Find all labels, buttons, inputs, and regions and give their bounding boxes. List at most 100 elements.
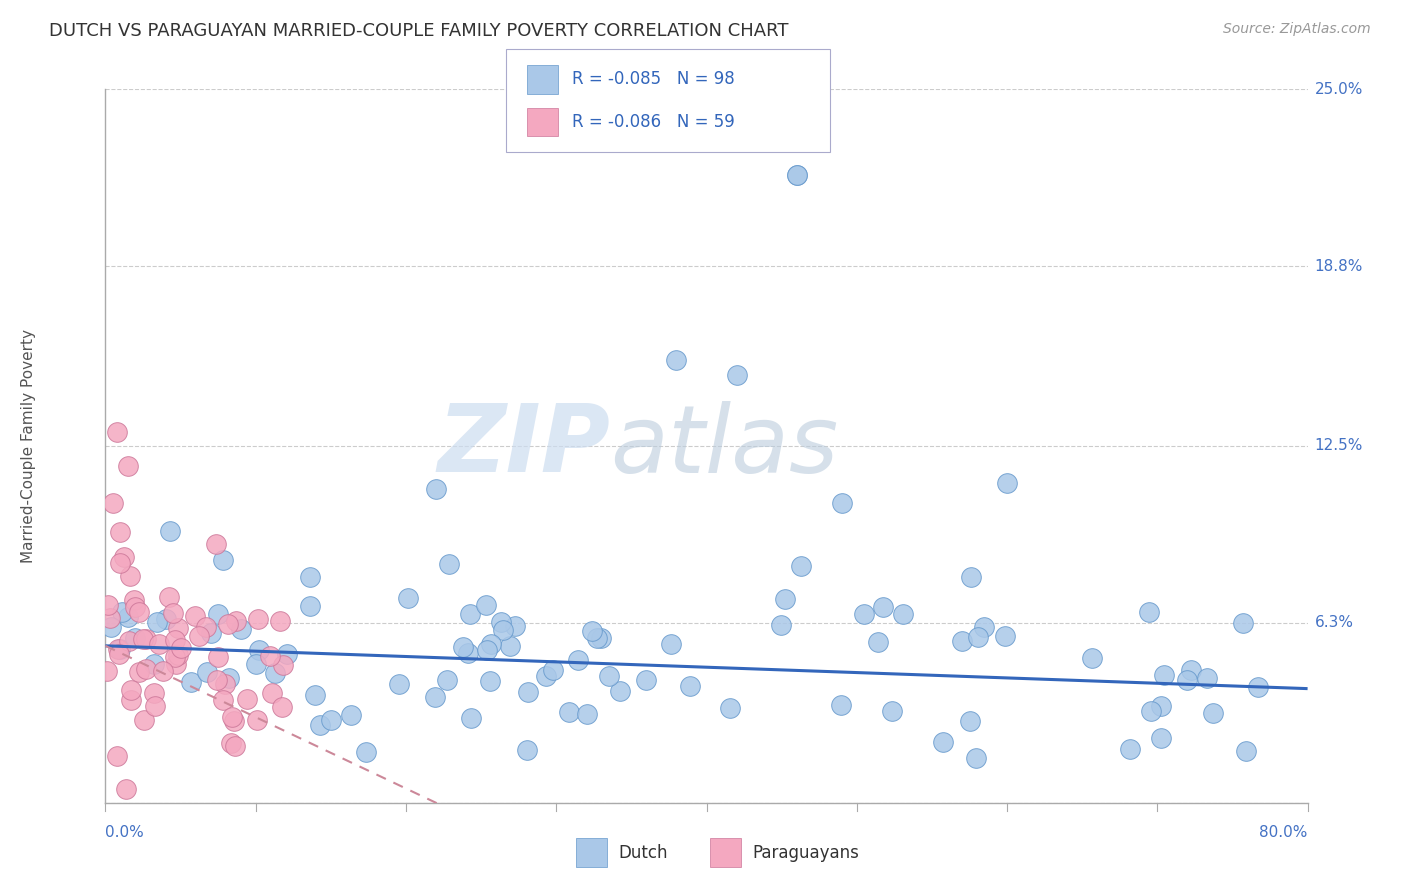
Text: 0.0%: 0.0% [105, 825, 145, 840]
Point [1153, 667, 1175, 681]
Point [170, 641, 193, 656]
Point [1202, 706, 1225, 720]
Point [321, 713, 343, 727]
Point [120, 683, 142, 698]
Point [516, 685, 538, 699]
Point [354, 745, 377, 759]
Text: Paraguayans: Paraguayans [752, 844, 859, 862]
Point [214, 677, 236, 691]
Point [132, 713, 155, 727]
Point [967, 630, 990, 644]
Text: R = -0.085   N = 98: R = -0.085 N = 98 [572, 70, 735, 88]
Text: Dutch: Dutch [619, 844, 668, 862]
Point [831, 496, 853, 510]
Point [247, 643, 270, 657]
Point [117, 610, 139, 624]
Point [543, 663, 565, 677]
Point [634, 673, 657, 688]
Text: DUTCH VS PARAGUAYAN MARRIED-COUPLE FAMILY POVERTY CORRELATION CHART: DUTCH VS PARAGUAYAN MARRIED-COUPLE FAMIL… [49, 22, 789, 40]
Point [246, 713, 269, 727]
Point [111, 605, 134, 619]
Point [479, 637, 502, 651]
Point [135, 662, 157, 676]
Point [225, 614, 247, 628]
Point [299, 599, 322, 613]
Point [167, 621, 190, 635]
Point [157, 590, 180, 604]
Point [679, 680, 702, 694]
Point [1081, 651, 1104, 665]
Point [1246, 680, 1268, 694]
Point [105, 748, 128, 763]
Point [205, 537, 228, 551]
Point [152, 664, 174, 678]
Point [995, 476, 1018, 491]
Point [396, 591, 419, 606]
Point [162, 606, 184, 620]
Point [489, 615, 512, 629]
Point [340, 708, 363, 723]
Point [425, 482, 447, 496]
Point [718, 701, 741, 715]
Point [118, 569, 141, 583]
Point [97, 598, 120, 612]
Point [207, 673, 229, 687]
Point [165, 657, 187, 672]
Point [1150, 731, 1173, 745]
Point [423, 690, 446, 704]
Point [1232, 615, 1254, 630]
Point [184, 608, 207, 623]
Point [880, 705, 903, 719]
Text: 80.0%: 80.0% [1260, 825, 1308, 840]
Text: 6.3%: 6.3% [1315, 615, 1354, 631]
Point [165, 632, 187, 647]
Point [437, 557, 460, 571]
Text: Married-Couple Family Poverty: Married-Couple Family Poverty [21, 329, 35, 563]
Point [101, 496, 124, 510]
Text: 12.5%: 12.5% [1315, 439, 1362, 453]
Point [586, 631, 609, 645]
Point [609, 683, 631, 698]
Point [194, 620, 217, 634]
Point [475, 598, 498, 612]
Point [143, 686, 166, 700]
Point [492, 623, 515, 637]
Point [124, 632, 146, 646]
Point [110, 642, 132, 657]
Point [790, 559, 813, 574]
Point [598, 669, 620, 683]
Point [499, 639, 522, 653]
Point [460, 710, 482, 724]
Point [458, 607, 481, 621]
Point [299, 570, 322, 584]
Point [304, 688, 326, 702]
Point [269, 614, 291, 628]
Text: 25.0%: 25.0% [1315, 82, 1362, 96]
Point [503, 619, 526, 633]
Point [165, 650, 187, 665]
Point [132, 632, 155, 646]
Point [115, 781, 138, 796]
Point [148, 637, 170, 651]
Point [143, 699, 166, 714]
Point [725, 368, 748, 382]
Point [128, 665, 150, 680]
Point [128, 605, 150, 619]
Point [558, 705, 581, 719]
Point [1150, 698, 1173, 713]
Point [219, 735, 242, 749]
Point [388, 677, 411, 691]
Text: Source: ZipAtlas.com: Source: ZipAtlas.com [1223, 22, 1371, 37]
Point [212, 553, 235, 567]
Point [98, 611, 121, 625]
Point [853, 607, 876, 621]
Text: 18.8%: 18.8% [1315, 259, 1362, 274]
Point [581, 624, 603, 639]
Point [135, 632, 157, 646]
Point [1180, 663, 1202, 677]
Point [263, 666, 285, 681]
Point [236, 691, 259, 706]
Point [1137, 606, 1160, 620]
Point [276, 647, 298, 661]
Point [187, 628, 209, 642]
